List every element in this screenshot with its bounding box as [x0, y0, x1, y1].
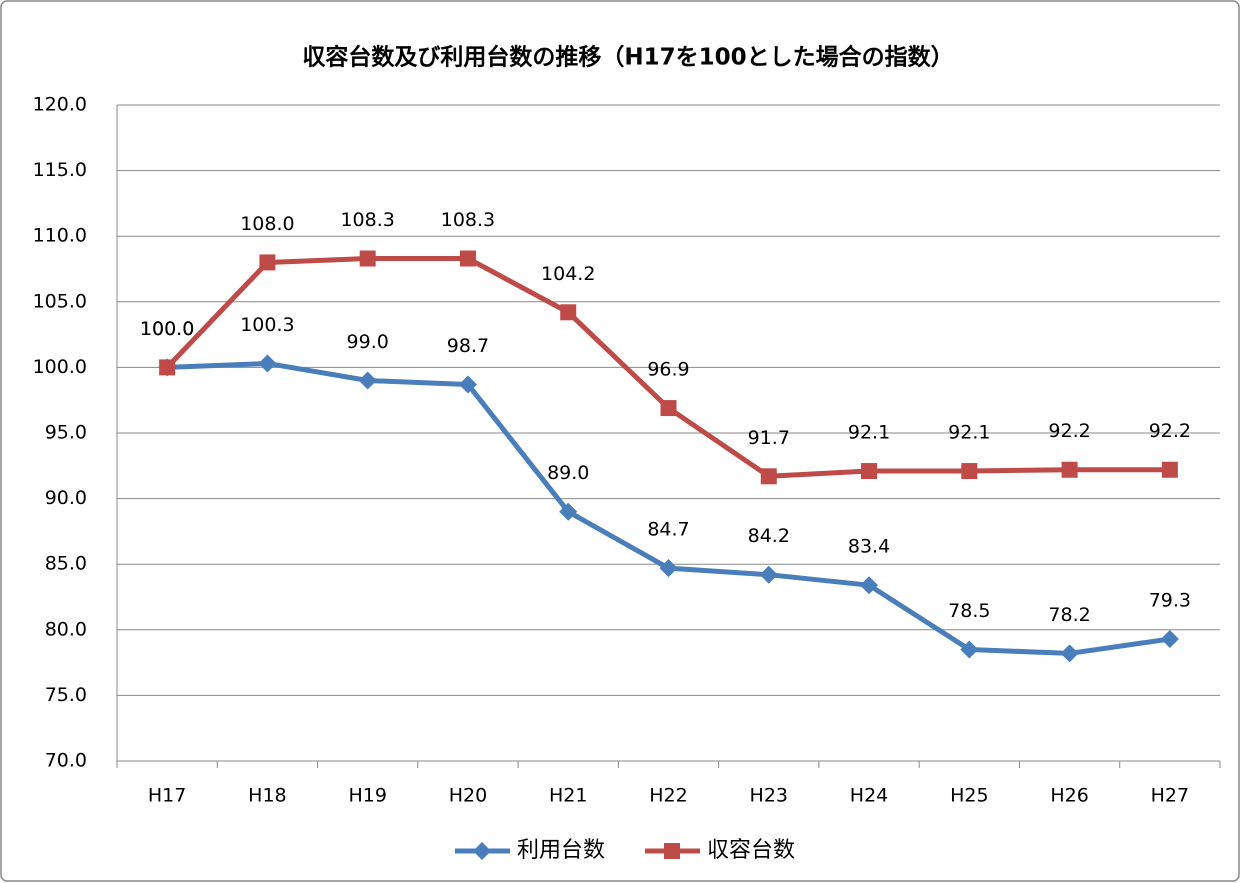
data-label: 92.1 — [948, 422, 990, 444]
marker — [1160, 629, 1179, 648]
legend-label: 収容台数 — [707, 838, 795, 863]
data-label: 108.0 — [240, 213, 294, 235]
marker — [1060, 644, 1079, 663]
marker — [960, 640, 979, 659]
marker — [860, 576, 879, 595]
marker — [861, 463, 878, 480]
data-label: 92.2 — [1048, 420, 1090, 442]
y-tick-label: 110.0 — [33, 225, 87, 247]
x-tick-label: H25 — [950, 785, 988, 807]
marker — [660, 400, 677, 417]
data-label: 78.5 — [948, 600, 990, 622]
data-label: 92.2 — [1149, 420, 1191, 442]
data-label: 84.7 — [647, 519, 689, 541]
legend-marker — [473, 842, 491, 860]
y-tick-label: 75.0 — [45, 684, 87, 706]
y-tick-label: 100.0 — [33, 356, 87, 378]
marker — [258, 354, 277, 373]
chart-title: 収容台数及び利用台数の推移（H17を100とした場合の指数） — [302, 44, 953, 71]
marker — [259, 254, 276, 271]
marker — [760, 468, 777, 485]
y-tick-label: 120.0 — [33, 94, 87, 116]
marker — [458, 375, 477, 394]
data-label: 79.3 — [1149, 589, 1191, 611]
y-tick-label: 115.0 — [33, 159, 87, 181]
x-tick-label: H27 — [1151, 785, 1189, 807]
x-tick-label: H24 — [850, 785, 888, 807]
data-label: 108.3 — [441, 209, 495, 231]
y-tick-label: 105.0 — [33, 290, 87, 312]
legend-marker — [664, 843, 680, 859]
data-label: 104.2 — [541, 263, 595, 285]
data-label: 92.1 — [848, 422, 890, 444]
data-label: 96.9 — [647, 359, 689, 381]
y-tick-label: 90.0 — [45, 487, 87, 509]
y-tick-label: 85.0 — [45, 553, 87, 575]
x-tick-label: H22 — [649, 785, 687, 807]
data-label: 100.0 — [140, 318, 194, 340]
marker — [659, 559, 678, 578]
x-tick-label: H19 — [348, 785, 386, 807]
marker — [159, 359, 176, 376]
data-label: 108.3 — [340, 209, 394, 231]
marker — [1161, 461, 1178, 478]
x-tick-label: H21 — [549, 785, 587, 807]
data-label: 83.4 — [848, 536, 890, 558]
data-label: 84.2 — [748, 525, 790, 547]
y-tick-label: 80.0 — [45, 618, 87, 640]
x-tick-label: H23 — [750, 785, 788, 807]
marker — [358, 371, 377, 390]
data-label: 98.7 — [447, 335, 489, 357]
x-tick-label: H20 — [449, 785, 487, 807]
marker — [759, 565, 778, 584]
marker — [1061, 461, 1078, 478]
data-label: 99.0 — [347, 331, 389, 353]
marker — [559, 502, 578, 521]
marker — [560, 304, 577, 321]
y-tick-label: 95.0 — [45, 422, 87, 444]
data-label: 100.3 — [240, 314, 294, 336]
marker — [359, 250, 376, 267]
data-label: 91.7 — [748, 427, 790, 449]
marker — [961, 463, 978, 480]
legend-label: 利用台数 — [517, 838, 605, 863]
marker — [459, 250, 476, 267]
data-label: 78.2 — [1048, 604, 1090, 626]
data-label: 89.0 — [547, 462, 589, 484]
x-tick-label: H17 — [148, 785, 186, 807]
x-tick-label: H18 — [248, 785, 286, 807]
data-label: 100.0 — [140, 318, 194, 340]
x-tick-label: H26 — [1050, 785, 1088, 807]
y-tick-label: 70.0 — [45, 750, 87, 772]
